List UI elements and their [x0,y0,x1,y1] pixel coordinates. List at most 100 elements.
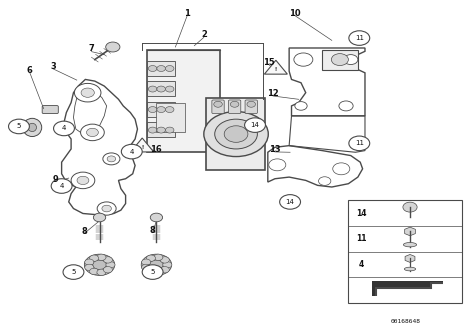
Circle shape [107,156,116,162]
Text: 16: 16 [150,145,161,154]
Circle shape [146,255,155,261]
Circle shape [245,118,265,132]
Circle shape [148,107,157,113]
Circle shape [148,127,157,133]
FancyBboxPatch shape [147,122,175,137]
Circle shape [165,66,174,71]
Ellipse shape [28,123,36,131]
Text: 3: 3 [50,62,56,71]
FancyBboxPatch shape [212,100,224,114]
Circle shape [81,124,104,141]
Circle shape [84,254,115,275]
Circle shape [319,177,331,185]
Ellipse shape [23,118,42,136]
Text: 1: 1 [184,9,190,18]
Circle shape [154,254,163,260]
Text: 11: 11 [355,140,364,146]
Circle shape [150,260,163,269]
Circle shape [97,254,106,260]
Circle shape [247,101,255,107]
Text: 13: 13 [269,145,281,154]
FancyBboxPatch shape [348,200,462,303]
Circle shape [333,163,350,175]
Circle shape [403,202,417,212]
Ellipse shape [403,243,417,247]
Circle shape [148,66,157,71]
Circle shape [163,261,172,268]
Circle shape [141,254,172,275]
Circle shape [165,127,174,133]
Circle shape [344,55,358,65]
Text: 11: 11 [356,234,367,243]
Text: 8: 8 [150,225,155,235]
Circle shape [103,266,112,273]
Circle shape [294,53,313,66]
Circle shape [230,101,239,107]
Polygon shape [131,138,154,152]
Text: 2: 2 [201,30,207,39]
Circle shape [121,144,142,159]
Text: 4: 4 [62,125,66,131]
Circle shape [97,269,106,275]
Circle shape [71,172,95,189]
Text: 15: 15 [264,58,275,67]
Circle shape [160,257,169,263]
Circle shape [269,159,286,171]
Text: 9: 9 [53,175,59,184]
Text: 00168648: 00168648 [390,319,420,324]
Circle shape [157,86,165,92]
Circle shape [142,259,151,265]
Text: 4: 4 [59,183,64,189]
Circle shape [157,66,165,71]
Circle shape [165,86,174,92]
Circle shape [142,264,151,270]
Circle shape [154,269,163,275]
FancyBboxPatch shape [147,81,175,96]
Text: 5: 5 [17,123,21,129]
Circle shape [106,261,115,268]
Text: 14: 14 [251,122,259,128]
Circle shape [77,176,89,184]
Ellipse shape [404,267,416,271]
Text: !: ! [275,68,277,72]
Circle shape [54,121,74,136]
FancyBboxPatch shape [147,50,220,152]
Text: 5: 5 [71,269,76,275]
Text: 4: 4 [129,149,134,155]
Circle shape [90,268,99,275]
Circle shape [331,54,348,66]
Circle shape [165,107,174,113]
Circle shape [103,153,120,165]
Circle shape [146,268,155,275]
Circle shape [93,260,106,269]
Circle shape [214,101,222,107]
Text: 8: 8 [82,226,87,236]
Circle shape [102,205,111,212]
Text: 12: 12 [267,89,279,98]
Text: 4: 4 [359,260,365,269]
Circle shape [85,264,94,270]
Circle shape [280,195,301,209]
Text: 14: 14 [356,209,367,217]
Text: 14: 14 [286,199,294,205]
Circle shape [148,86,157,92]
FancyBboxPatch shape [147,102,175,117]
Polygon shape [405,255,415,262]
Circle shape [63,265,84,279]
Circle shape [103,257,112,263]
Circle shape [9,119,29,134]
FancyBboxPatch shape [228,100,241,114]
Circle shape [93,213,106,222]
FancyBboxPatch shape [322,50,358,70]
FancyBboxPatch shape [42,106,58,114]
Circle shape [106,42,120,52]
FancyBboxPatch shape [206,98,265,170]
Polygon shape [372,281,443,296]
FancyBboxPatch shape [245,100,257,114]
Circle shape [86,128,99,136]
Circle shape [224,126,248,142]
Circle shape [204,112,268,157]
Circle shape [349,136,370,151]
Circle shape [97,202,116,215]
Circle shape [295,102,307,110]
